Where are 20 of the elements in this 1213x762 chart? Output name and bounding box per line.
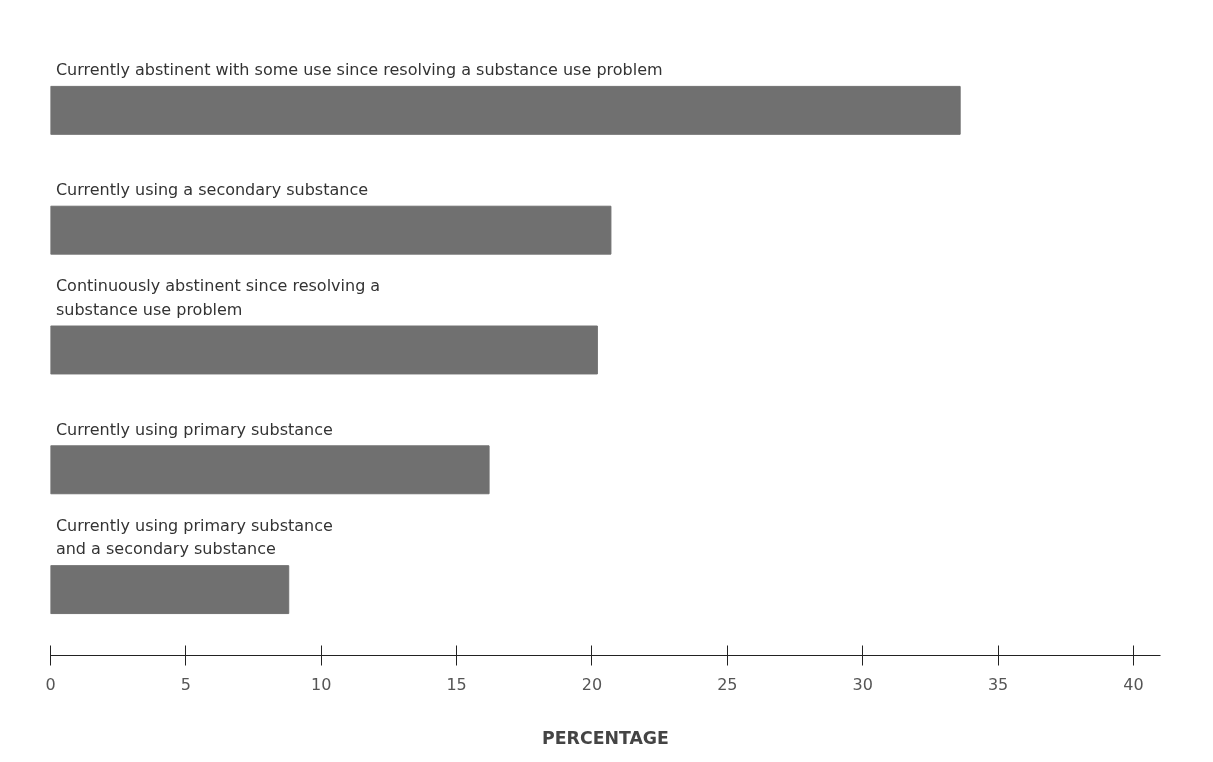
bar	[50, 565, 290, 615]
x-tick-label: 25	[717, 674, 738, 694]
y-tick-label: Currently using primary substance and a secondary substance	[55, 515, 333, 559]
x-tick-label: 0	[45, 674, 56, 694]
bar	[50, 445, 490, 495]
y-tick-label: Continuously abstinent since resolving a substance use problem	[55, 276, 381, 319]
x-axis-title: PERCENTAGE	[542, 727, 669, 748]
x-tick-label: 15	[446, 674, 467, 694]
bar	[50, 325, 598, 375]
y-tick-label: Currently abstinent with some use since resolving a substance use problem	[55, 60, 663, 80]
bar	[50, 205, 612, 255]
bar	[50, 85, 961, 135]
x-tick-label: 30	[852, 674, 873, 694]
x-tick-label: 5	[180, 674, 191, 694]
x-tick-label: 35	[987, 674, 1009, 694]
y-tick-label: Currently using a secondary substance	[55, 180, 369, 200]
x-tick-label: 40	[1123, 674, 1144, 694]
y-tick-label: Currently using primary substance	[55, 419, 333, 439]
x-tick-label: 20	[581, 674, 603, 694]
x-tick-label: 10	[311, 674, 332, 694]
